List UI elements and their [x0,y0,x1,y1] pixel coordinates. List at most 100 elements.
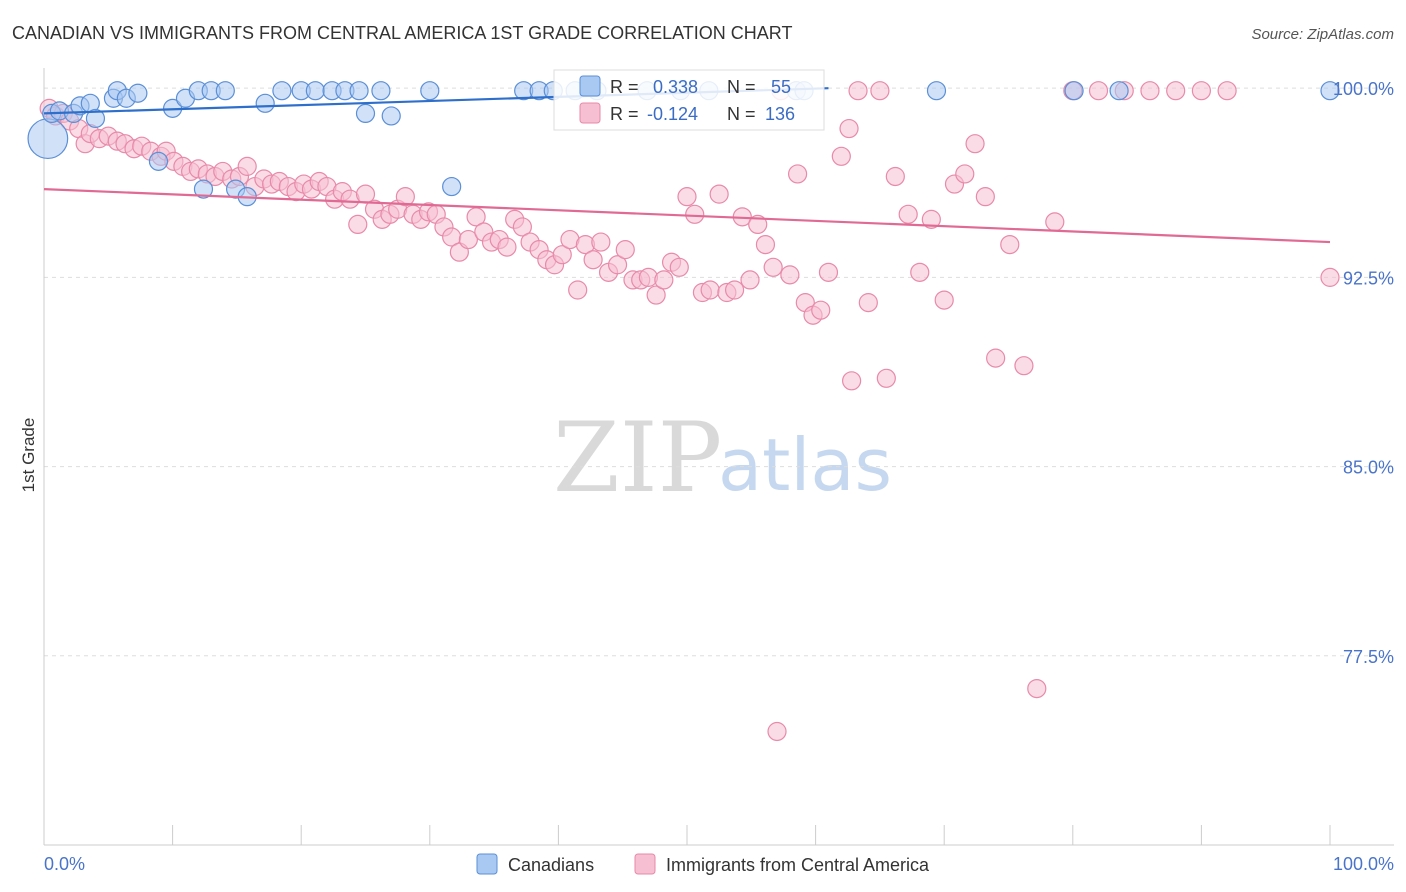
immigrants-point-106 [898,204,918,224]
legend-label-canadians: Canadians [508,855,594,875]
canadians-n-value: 55 [771,77,791,97]
immigrants-point-129 [842,371,862,391]
immigrants-point-58 [497,237,517,257]
immigrants-trend-line [43,187,1331,244]
canadians-point-42 [926,81,947,101]
immigrants-n-label: N = [727,104,756,124]
immigrants-point-117 [1027,678,1047,699]
immigrants-point-124 [1191,81,1212,101]
immigrants-point-128 [876,368,896,388]
x-tick-label-0: 0.0% [44,854,85,874]
immigrants-point-120 [1088,81,1109,101]
immigrants-point-105 [885,166,905,187]
canadians-point-15 [193,179,214,199]
legend: Canadians Immigrants from Central Americ… [476,853,930,875]
y-axis-title: 1st Grade [19,418,38,493]
immigrants-point-91 [755,234,776,255]
watermark-atlas: atlas [718,423,892,507]
immigrants-point-95 [787,164,808,184]
immigrants-point-85 [709,184,729,204]
immigrants-point-101 [839,118,859,139]
immigrants-n-value: 136 [765,104,795,124]
y-tick-label-1: 92.5% [1343,268,1394,288]
canadians-point-26 [349,81,369,101]
y-tick-label-3: 77.5% [1343,647,1394,667]
immigrants-point-118 [1045,212,1065,232]
immigrants-point-73 [615,240,635,260]
canadians-point-0 [27,118,69,160]
immigrants-point-112 [965,134,985,154]
immigrants-r-label: R = [610,104,639,124]
immigrants-point-77 [646,285,666,305]
immigrants-point-80 [669,257,689,277]
canadians-point-45 [1320,81,1340,101]
immigrants-point-104 [870,81,890,101]
immigrants-point-103 [858,293,878,313]
immigrants-point-114 [986,348,1006,368]
immigrants-point-70 [591,232,611,252]
immigrants-r-value: -0.124 [647,104,698,124]
immigrants-swatch [579,102,601,124]
immigrants-point-111 [955,164,975,184]
canadians-point-30 [420,81,440,101]
stats-box: R = 0.338 N = 55 R = -0.124 N = 136 [553,69,825,131]
canadians-point-21 [272,81,292,101]
immigrants-point-102 [848,81,868,101]
canadians-point-11 [148,151,169,171]
immigrants-point-60 [512,217,532,237]
immigrants-point-127 [767,721,787,742]
immigrants-point-126 [1320,267,1340,287]
immigrants-point-94 [780,265,800,285]
canadians-point-20 [255,93,275,113]
canadians-r-value: 0.338 [653,77,698,97]
immigrants-point-113 [975,187,995,207]
canadians-point-17 [215,81,235,101]
immigrants-point-90 [748,214,768,235]
immigrants-point-67 [568,280,588,300]
canadians-point-27 [355,103,376,124]
immigrants-point-39 [348,214,368,235]
immigrants-point-65 [552,245,572,265]
legend-swatch-immigrants [634,853,656,875]
canadians-point-31 [442,176,462,197]
immigrants-point-92 [763,257,783,277]
immigrants-point-116 [1014,356,1034,376]
watermark-zip: ZIP [553,402,722,514]
immigrants-point-72 [607,255,628,275]
chart-title: CANADIAN VS IMMIGRANTS FROM CENTRAL AMER… [12,23,792,43]
immigrants-point-53 [458,229,478,250]
immigrants-point-87 [724,280,745,300]
axes [43,68,1394,846]
immigrants-point-98 [811,300,831,320]
immigrants-point-69 [583,250,603,270]
immigrants-point-100 [831,146,851,166]
immigrants-point-107 [910,262,930,282]
canadians-point-10 [128,83,148,103]
immigrants-point-123 [1166,81,1186,101]
legend-swatch-canadians [476,853,498,875]
series-canadians [27,81,1340,207]
canadians-point-6 [85,108,106,129]
immigrants-point-82 [685,204,705,224]
canadians-point-43 [1064,81,1084,101]
canadians-n-label: N = [727,77,756,97]
legend-label-immigrants: Immigrants from Central America [666,855,930,875]
immigrants-point-84 [700,280,720,300]
x-tick-label-1: 100.0% [1333,854,1394,874]
canadians-point-44 [1109,81,1129,101]
canadians-swatch [579,75,601,97]
immigrants-point-25 [237,156,257,176]
watermark: ZIP atlas [553,402,892,514]
immigrants-point-109 [934,290,954,310]
immigrants-point-125 [1217,81,1237,101]
canadians-r-label: R = [610,77,639,97]
immigrants-point-122 [1140,81,1160,101]
immigrants-point-89 [740,270,760,290]
immigrants-point-81 [677,187,697,207]
canadians-point-28 [371,81,391,101]
tick-labels: 100.0% 92.5% 85.0% 77.5% 0.0% 100.0% [44,79,1394,874]
canadians-point-23 [305,81,325,101]
canadians-point-29 [381,106,401,126]
y-tick-label-0: 100.0% [1333,79,1394,99]
